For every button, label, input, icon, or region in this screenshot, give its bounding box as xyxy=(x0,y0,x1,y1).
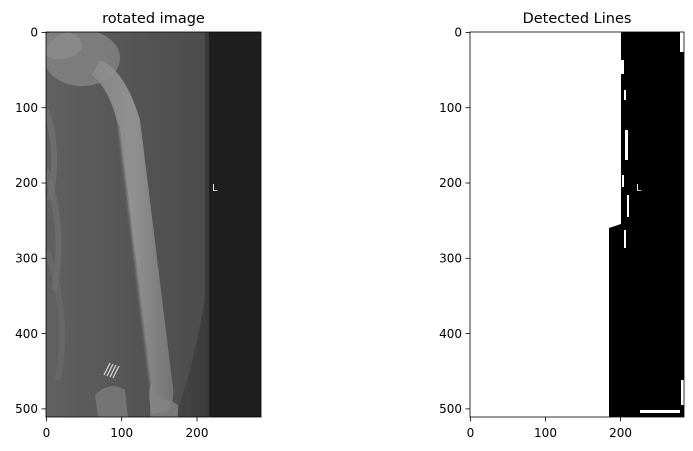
rotated-image-panel: rotated image L xyxy=(15,11,262,440)
annotation-label: L xyxy=(212,183,218,194)
x-tick-label: 100 xyxy=(110,426,133,440)
y-tick-label: 0 xyxy=(454,26,462,40)
panel-title: Detected Lines xyxy=(523,11,632,27)
x-tick-label: 0 xyxy=(43,426,51,440)
x-tick-label: 200 xyxy=(609,426,632,440)
detected-lines-panel: Detected Lines L 0 xyxy=(439,11,685,440)
y-axis: 0 100 200 300 400 500 xyxy=(15,26,46,416)
y-tick-label: 100 xyxy=(15,101,38,115)
x-tick-label: 0 xyxy=(467,426,475,440)
x-axis: 0 100 200 xyxy=(43,417,209,440)
y-tick-label: 300 xyxy=(439,252,462,266)
y-tick-label: 500 xyxy=(15,402,38,416)
x-tick-label: 100 xyxy=(534,426,557,440)
y-tick-label: 200 xyxy=(15,176,38,190)
y-axis: 0 100 200 300 400 500 xyxy=(439,26,470,416)
y-tick-label: 200 xyxy=(439,176,462,190)
y-tick-label: 100 xyxy=(439,101,462,115)
y-tick-label: 400 xyxy=(15,327,38,341)
y-tick-label: 0 xyxy=(30,26,38,40)
y-tick-label: 400 xyxy=(439,327,462,341)
xray-image: L xyxy=(46,32,261,417)
axes-frame xyxy=(45,31,262,418)
x-tick-label: 200 xyxy=(186,426,209,440)
binary-image: L xyxy=(470,32,684,417)
annotation-label: L xyxy=(636,183,642,194)
axes-frame xyxy=(469,31,685,418)
y-tick-label: 500 xyxy=(439,402,462,416)
x-axis: 0 100 200 xyxy=(467,417,632,440)
panel-title: rotated image xyxy=(102,11,205,27)
y-tick-label: 300 xyxy=(15,252,38,266)
